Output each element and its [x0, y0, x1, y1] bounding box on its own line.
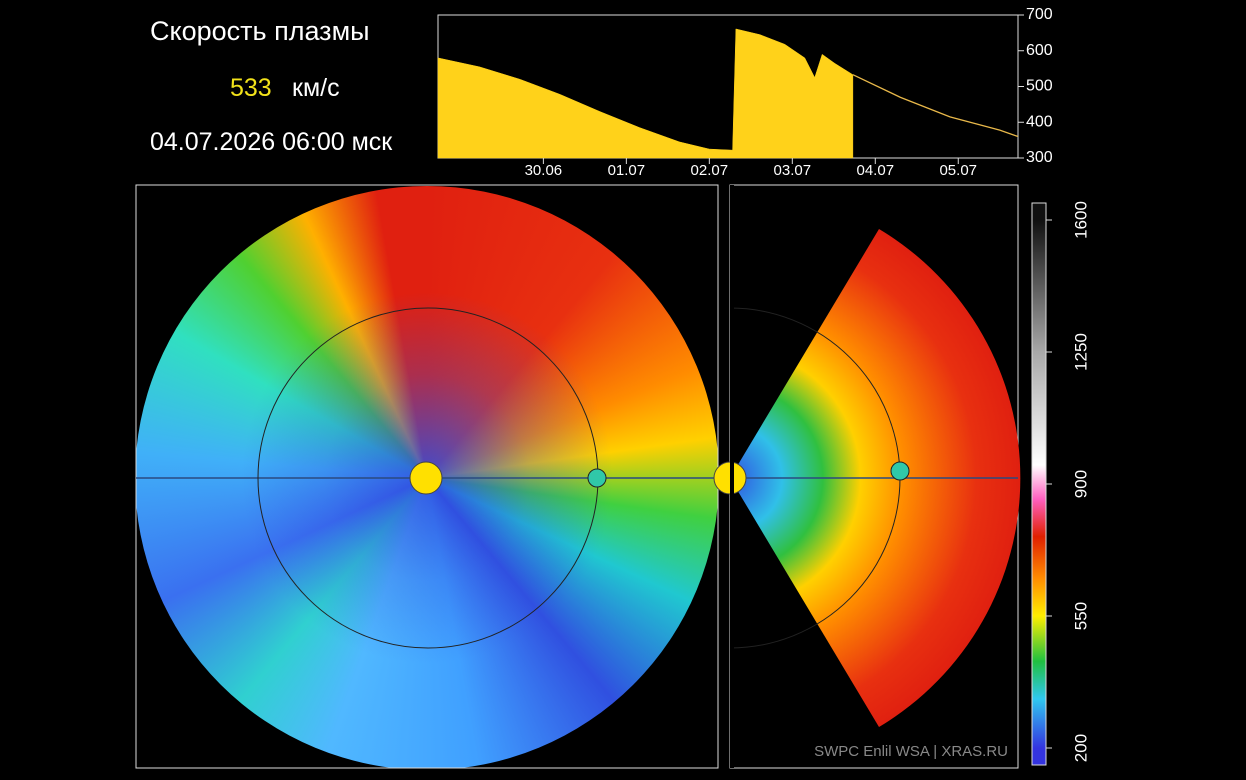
y-tick-label: 900 — [1071, 470, 1090, 498]
clip-edge — [730, 185, 734, 768]
y-tick-label: 500 — [1026, 78, 1053, 95]
line — [852, 74, 1019, 138]
y-tick-label: 550 — [1071, 602, 1090, 630]
speed-value: 533 — [230, 74, 272, 102]
datetime: 04.07.2026 06:00 мск — [150, 128, 393, 156]
title: Скорость плазмы — [150, 16, 370, 46]
speed-unit: км/с — [292, 74, 340, 102]
colorbar — [1031, 202, 1047, 766]
x-tick-label: 30.06 — [525, 162, 563, 179]
area — [437, 28, 854, 159]
y-tick-label: 1250 — [1071, 333, 1090, 371]
y-tick-label: 700 — [1026, 6, 1053, 23]
sun — [409, 461, 443, 495]
x-tick-label: 02.07 — [691, 162, 729, 179]
y-tick-label: 300 — [1026, 149, 1053, 166]
x-tick-label: 01.07 — [608, 162, 646, 179]
x-tick-label: 04.07 — [857, 162, 895, 179]
y-tick-label: 400 — [1026, 113, 1053, 130]
x-tick-label: 05.07 — [939, 162, 977, 179]
y-tick-label: 600 — [1026, 42, 1053, 59]
credit: SWPC Enlil WSA | XRAS.RU — [814, 743, 1008, 760]
earth — [587, 468, 607, 488]
earth — [890, 461, 910, 481]
y-tick-label: 200 — [1071, 734, 1090, 762]
y-tick-label: 1600 — [1071, 201, 1090, 239]
x-tick-label: 03.07 — [774, 162, 812, 179]
